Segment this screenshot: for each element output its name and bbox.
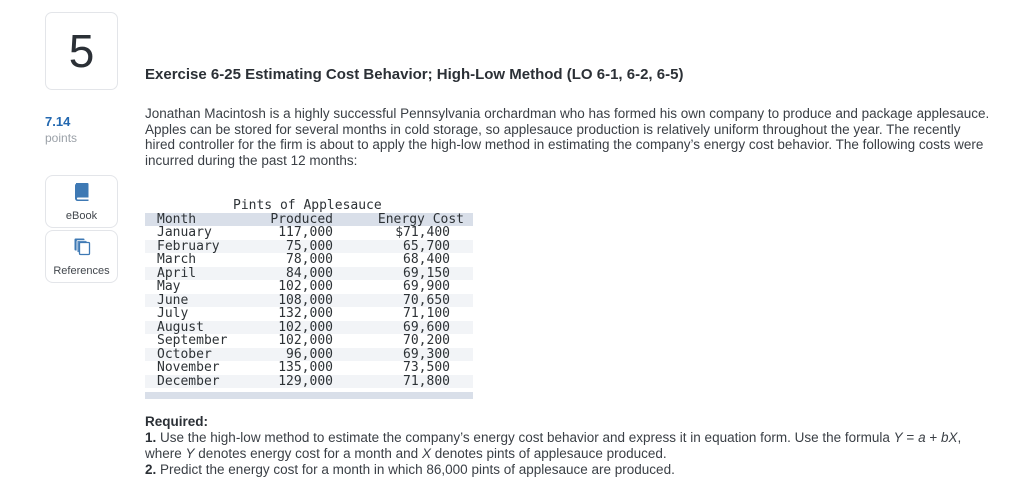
month-cell: May: [157, 279, 181, 294]
produced-cell: 102,000: [278, 333, 333, 348]
points-value: 7.14: [45, 114, 71, 129]
table-row: December 129,000 71,800: [145, 373, 473, 389]
energy-cost-cell: 71,800: [403, 373, 450, 389]
produced-cell: 78,000: [286, 252, 333, 267]
energy-cost-cell: 68,400: [403, 252, 450, 267]
produced-cell: 96,000: [286, 346, 333, 362]
ebook-icon: [71, 181, 93, 208]
produced-cell: 129,000: [278, 373, 333, 389]
table-caption: Pints of Applesauce: [233, 198, 382, 213]
table-row: June 108,000 70,650: [145, 292, 473, 308]
column-header-produced: Produced: [270, 211, 333, 227]
table-body: January 117,000 $71,400 February 75,000 65,70…: [145, 226, 473, 388]
energy-cost-cell: 69,900: [403, 279, 450, 294]
question-number: 5: [45, 12, 118, 90]
produced-cell: 132,000: [278, 306, 333, 321]
produced-cell: 102,000: [278, 279, 333, 294]
required-heading: Required:: [145, 414, 209, 429]
references-label: References: [53, 265, 110, 277]
ebook-button[interactable]: eBook: [45, 175, 118, 228]
energy-cost-cell: $71,400: [395, 225, 450, 240]
month-cell: June: [157, 292, 189, 308]
references-icon: [71, 236, 93, 263]
energy-cost-cell: 71,100: [403, 306, 450, 321]
month-cell: March: [157, 252, 197, 267]
table-row: October 96,000 69,300: [145, 346, 473, 362]
table-row: November 135,000 73,500: [145, 361, 473, 375]
table-row: September 102,000 70,200: [145, 334, 473, 348]
energy-cost-cell: 70,200: [403, 333, 450, 348]
column-header-month: Month: [157, 211, 197, 227]
energy-cost-cell: 73,500: [403, 360, 450, 375]
table-header-row: Month Produced Energy Cost: [145, 211, 473, 227]
produced-cell: 102,000: [278, 319, 333, 335]
energy-cost-cell: 69,600: [403, 319, 450, 335]
produced-cell: 75,000: [286, 238, 333, 254]
produced-cell: 108,000: [278, 292, 333, 308]
table-row: February 75,000 65,700: [145, 238, 473, 254]
cost-table: Pints of Applesauce Month Produced Energ…: [145, 199, 473, 399]
table-row: May 102,000 69,900: [145, 280, 473, 294]
table-row: July 132,000 71,100: [145, 307, 473, 321]
table-row: April 84,000 69,150: [145, 265, 473, 281]
month-cell: January: [157, 225, 212, 240]
required-item-2: 2. Predict the energy cost for a month i…: [145, 462, 675, 477]
column-header-energy-cost: Energy Cost: [377, 211, 464, 227]
month-cell: December: [157, 373, 220, 389]
energy-cost-cell: 65,700: [403, 238, 450, 254]
month-cell: November: [157, 360, 220, 375]
required-section: Required: 1. Use the high-low method to …: [145, 414, 990, 478]
produced-cell: 135,000: [278, 360, 333, 375]
month-cell: October: [157, 346, 212, 362]
month-cell: July: [157, 306, 189, 321]
produced-cell: 117,000: [278, 225, 333, 240]
table-row: January 117,000 $71,400: [145, 226, 473, 240]
energy-cost-cell: 69,300: [403, 346, 450, 362]
points-label: points: [45, 131, 78, 145]
table-row: March 78,000 68,400: [145, 253, 473, 267]
exercise-intro: Jonathan Macintosh is a highly successfu…: [145, 106, 990, 169]
energy-cost-cell: 70,650: [403, 292, 450, 308]
table-footer-bar: [145, 392, 473, 399]
exercise-title: Exercise 6-25 Estimating Cost Behavior; …: [145, 66, 684, 83]
points-block: 7.14 points: [45, 114, 77, 145]
question-number-text: 5: [68, 25, 95, 77]
energy-cost-cell: 69,150: [403, 265, 450, 281]
month-cell: April: [157, 265, 197, 281]
produced-cell: 84,000: [286, 265, 333, 281]
table-row: August 102,000 69,600: [145, 319, 473, 335]
required-item-1: 1. Use the high-low method to estimate t…: [145, 430, 962, 461]
ebook-label: eBook: [65, 210, 98, 222]
month-cell: August: [157, 319, 204, 335]
month-cell: February: [157, 238, 220, 254]
month-cell: September: [157, 333, 228, 348]
references-button[interactable]: References: [45, 230, 118, 283]
